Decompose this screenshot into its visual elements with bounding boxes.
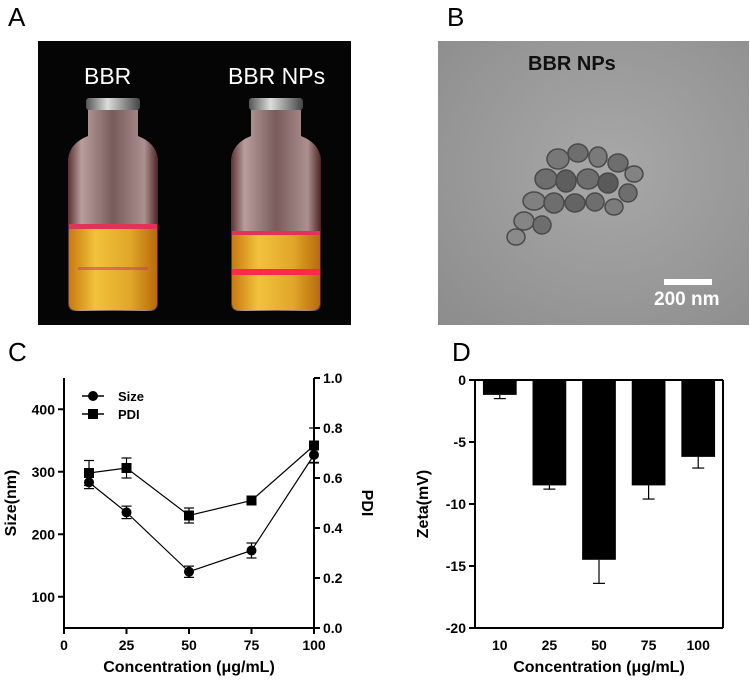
panel-letter-a: A — [8, 2, 26, 32]
d-y-tick-label: 0 — [458, 372, 466, 388]
c-y-tick-label: 400 — [32, 401, 56, 417]
c-y-tick-label: 200 — [32, 526, 56, 542]
c-x-tick-label: 50 — [181, 637, 197, 653]
d-bar — [681, 380, 716, 457]
panel-letter-d: D — [452, 337, 471, 367]
c-line-size — [88, 454, 315, 573]
d-y-tick-label: -5 — [454, 434, 467, 450]
c-x-tick-label: 75 — [244, 637, 260, 653]
scale-bar — [664, 279, 712, 285]
d-bar — [631, 380, 666, 486]
d-y-tick-label: -10 — [446, 496, 466, 512]
c-point-pdi — [246, 495, 257, 506]
c-point-pdi — [84, 468, 94, 478]
c-line-pdi — [88, 445, 315, 517]
tem-image: BBR NPs 200 nm — [438, 41, 749, 325]
c-point-size — [246, 545, 257, 556]
d-y-tick-label: -20 — [446, 620, 466, 636]
d-bar — [482, 380, 517, 395]
c-point-size — [84, 477, 94, 488]
c-point-pdi — [184, 510, 194, 521]
d-y-tick-label: -15 — [446, 558, 466, 574]
vial-left-label: BBR — [84, 63, 132, 89]
c-y2-tick-label: 0.8 — [323, 420, 343, 436]
c-legend-label: PDI — [118, 407, 140, 422]
panel-letter-c: C — [8, 337, 27, 367]
d-x-tick-label: 75 — [641, 637, 657, 653]
d-bar — [532, 380, 567, 486]
c-y-tick-label: 300 — [32, 464, 56, 480]
panel-letter-b: B — [447, 2, 465, 32]
c-x-tick-label: 100 — [302, 637, 326, 653]
d-x-tick-label: 25 — [542, 637, 558, 653]
nanoparticle-cluster — [506, 143, 644, 246]
c-legend-marker — [88, 391, 98, 401]
tem-label: BBR NPs — [528, 53, 616, 75]
d-x-tick-label: 50 — [591, 637, 607, 653]
c-y2-tick-label: 0.6 — [323, 470, 343, 486]
c-point-size — [309, 449, 319, 460]
c-x-tick-label: 0 — [60, 637, 68, 653]
d-x-axis-title: Concentration (μg/mL) — [513, 659, 685, 676]
c-point-size — [184, 566, 194, 577]
vial-bbr — [68, 98, 158, 311]
c-legend-label: Size — [118, 389, 144, 404]
c-y-tick-label: 100 — [32, 589, 56, 605]
d-y-axis-title: Zeta(mV) — [415, 470, 432, 538]
scale-bar-label: 200 nm — [654, 289, 720, 310]
vial-right-label: BBR NPs — [228, 63, 326, 89]
vials-photo: BBR BBR NPs — [38, 41, 351, 325]
c-y2-tick-label: 0.0 — [323, 620, 343, 636]
c-x-tick-label: 25 — [119, 637, 135, 653]
c-point-pdi — [309, 440, 319, 451]
d-x-tick-label: 100 — [687, 637, 711, 653]
d-bar — [582, 380, 616, 560]
c-point-pdi — [121, 463, 132, 473]
c-y2-tick-label: 0.4 — [323, 520, 343, 536]
d-x-tick-label: 10 — [492, 637, 508, 653]
c-y2-tick-label: 0.2 — [323, 570, 343, 586]
c-y2-tick-label: 1.0 — [323, 370, 343, 386]
c-point-size — [121, 507, 132, 518]
c-legend-marker — [88, 409, 98, 419]
c-x-axis-title: Concentration (μg/mL) — [103, 659, 275, 676]
c-y-axis-title: Size(nm) — [3, 470, 20, 537]
c-y2-axis-title: PDI — [358, 490, 375, 517]
vial-bbr-nps — [231, 98, 321, 311]
